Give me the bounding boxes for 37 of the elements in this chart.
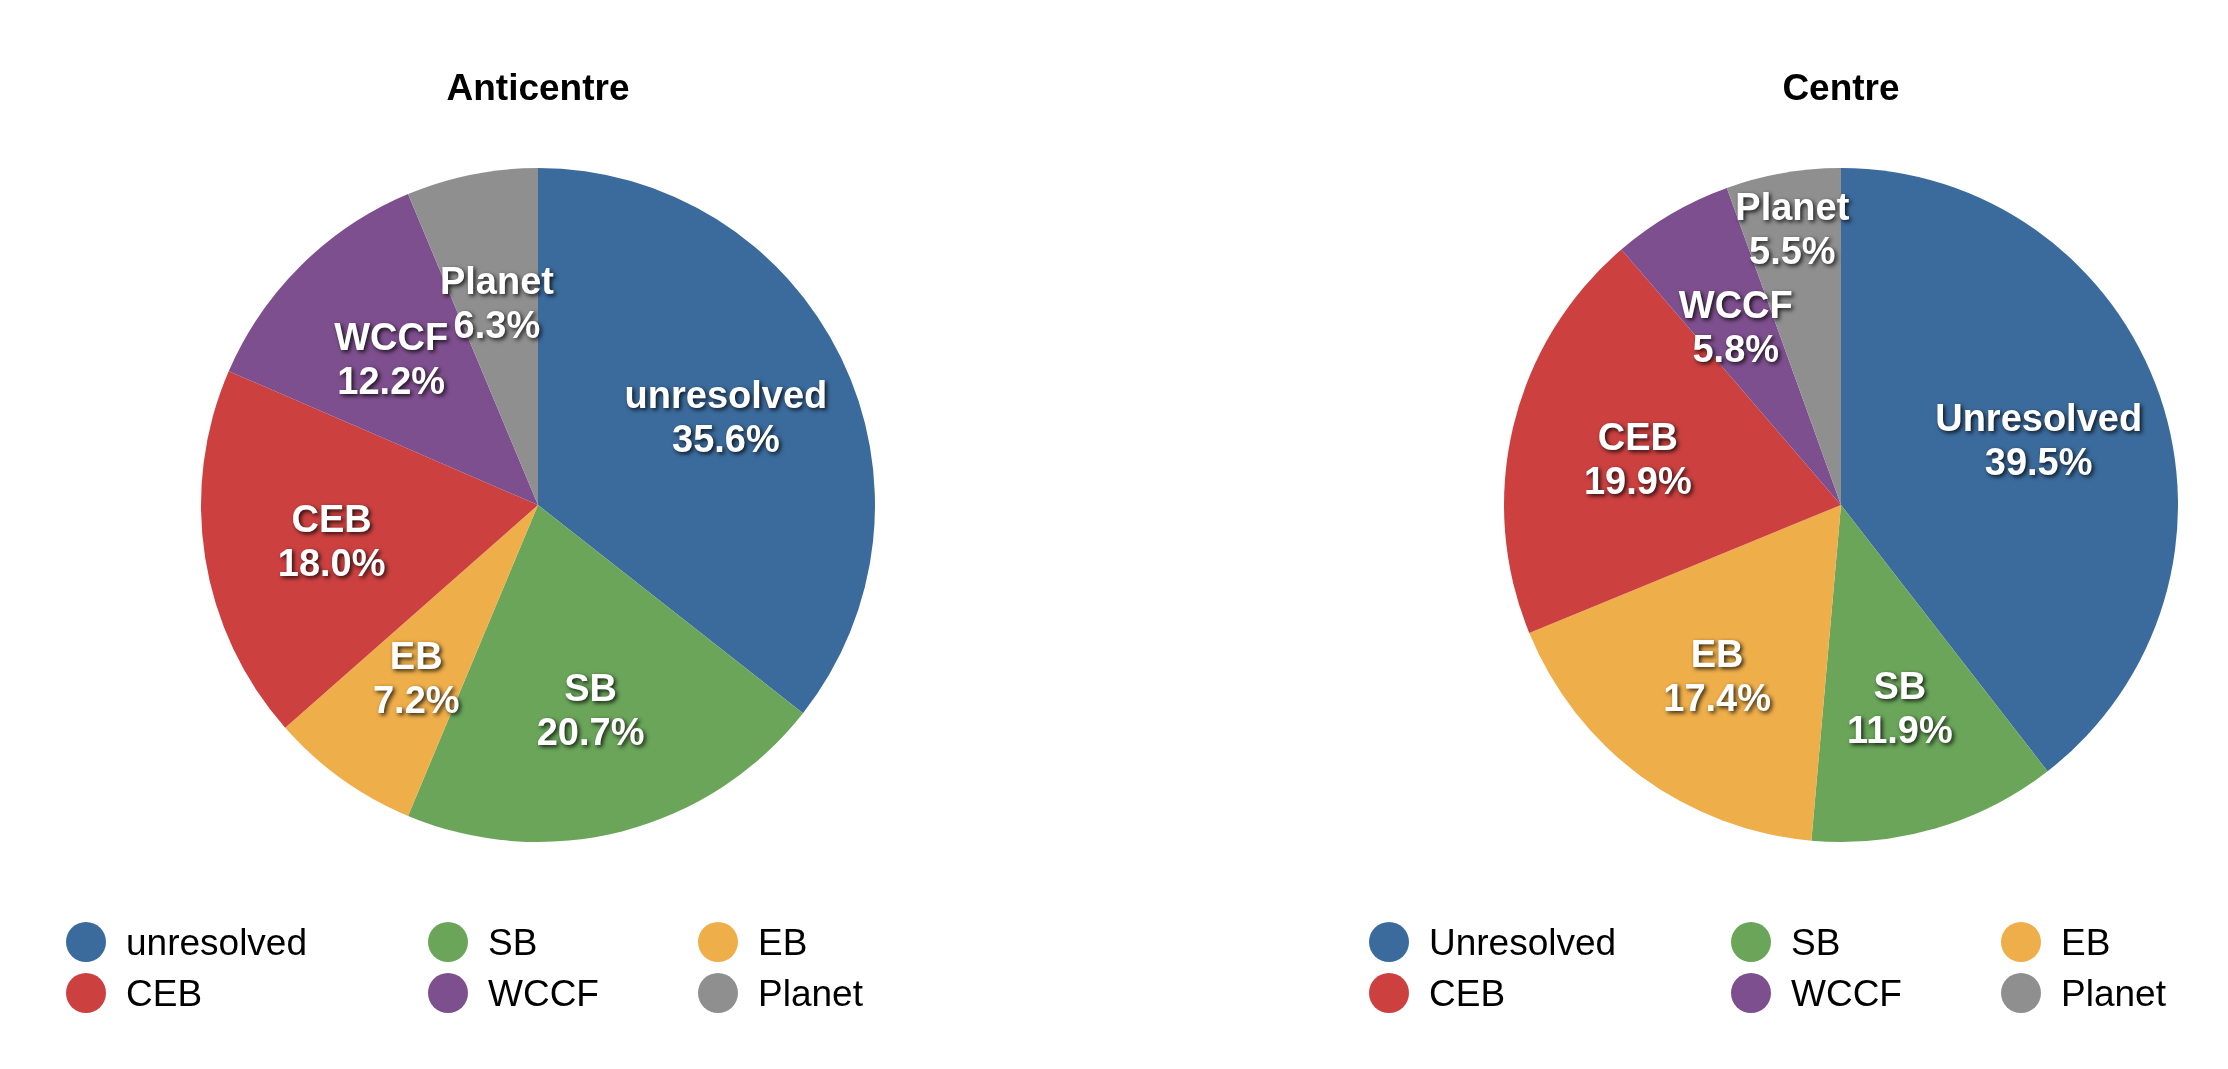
legend-label: WCCF: [1791, 973, 1902, 1014]
pie-slice: [1811, 505, 2048, 842]
legend-label: Unresolved: [1429, 922, 1617, 963]
legend-label: EB: [758, 922, 808, 963]
slice-label: EB: [1690, 633, 1744, 676]
legend-label: CEB: [1429, 973, 1506, 1014]
slice-label: Unresolved: [1935, 397, 2143, 440]
data-label: 7.2%: [372, 678, 460, 721]
data-label: 39.5%: [1984, 441, 2093, 484]
slice-label: SB: [1873, 665, 1927, 708]
legend-label: Planet: [758, 973, 864, 1014]
data-label: 19.9%: [1583, 460, 1692, 503]
data-label: 11.9%: [1847, 709, 1953, 752]
data-label: 5.8%: [1692, 328, 1780, 371]
slice-label: WCCF: [334, 316, 449, 359]
chart-title: Anticentre: [446, 67, 630, 108]
slice-label: SB: [564, 667, 617, 710]
data-label: 17.4%: [1663, 677, 1771, 720]
legend-label: unresolved: [126, 922, 308, 963]
chart-title: Centre: [1782, 67, 1900, 108]
legend-label: Planet: [2061, 973, 2167, 1014]
slice-label: unresolved: [624, 373, 828, 416]
legend-label: SB: [1791, 922, 1841, 963]
slice-label: WCCF: [1678, 284, 1793, 327]
data-label: 5.5%: [1749, 230, 1836, 273]
slice-label: EB: [389, 634, 443, 677]
legend-label: EB: [2061, 922, 2111, 963]
legend-label: SB: [488, 922, 538, 963]
legend-label: WCCF: [488, 973, 599, 1014]
data-label: 35.6%: [672, 417, 780, 460]
slice-label: CEB: [1597, 416, 1678, 459]
pie-slice: [1529, 505, 1841, 841]
data-label: 20.7%: [536, 711, 645, 754]
data-label: 12.2%: [337, 360, 446, 403]
slice-label: CEB: [291, 497, 372, 540]
legend-label: CEB: [126, 973, 203, 1014]
data-label: 18.0%: [277, 541, 386, 584]
